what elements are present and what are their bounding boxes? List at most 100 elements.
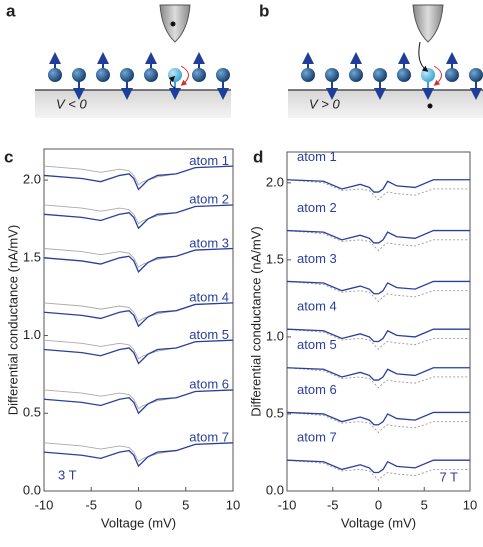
atom — [421, 68, 435, 82]
flip-arrow — [433, 65, 442, 86]
spectrum-fit — [43, 442, 234, 468]
x-axis-label: Voltage (mV) — [341, 515, 416, 530]
atom — [469, 68, 483, 82]
panel-label: b — [259, 1, 269, 20]
spectrum-fit — [286, 367, 470, 381]
x-tick-label: -5 — [85, 497, 97, 512]
spectrum-data — [43, 165, 234, 186]
atom — [168, 68, 182, 82]
spectrum-data — [43, 339, 234, 360]
spectrum-data — [286, 179, 470, 201]
tip — [412, 4, 444, 43]
spectrum-data — [43, 204, 234, 225]
spectrum-fit — [43, 302, 234, 328]
y-tick-label: 0.0 — [23, 482, 41, 497]
electron — [427, 103, 433, 109]
substrate — [35, 90, 231, 118]
spectrum-fit — [286, 328, 470, 343]
x-tick-label: -10 — [35, 497, 54, 512]
series-label: atom 3 — [189, 235, 229, 250]
electron — [170, 21, 176, 27]
series-label: atom 1 — [189, 153, 229, 168]
spectrum-data — [286, 230, 470, 252]
atom — [325, 68, 339, 82]
spectrum-fit — [286, 179, 470, 193]
spectrum-fit — [43, 389, 234, 415]
y-tick-label: 0.5 — [266, 405, 284, 420]
atom — [48, 68, 62, 82]
y-tick-label: 0.0 — [266, 482, 284, 497]
series-label: atom 2 — [189, 192, 229, 207]
atom — [445, 68, 459, 82]
atom — [216, 68, 230, 82]
bias-label: V < 0 — [56, 96, 87, 111]
series-label: atom 6 — [189, 377, 229, 392]
panel-label: d — [253, 147, 263, 166]
panel-label: a — [6, 1, 16, 20]
atom — [373, 68, 387, 82]
y-axis-label: Differential conductance (nA/mV) — [248, 226, 263, 417]
spectrum-fit — [43, 204, 234, 230]
series-label: atom 6 — [297, 382, 337, 397]
series-label: atom 4 — [297, 299, 337, 314]
spectrum-data — [286, 367, 470, 389]
series-label: atom 1 — [297, 149, 337, 164]
atom — [192, 68, 206, 82]
spectrum-data — [286, 280, 470, 303]
x-tick-label: 10 — [226, 497, 240, 512]
x-tick-label: 5 — [182, 497, 189, 512]
spectrum-fit — [286, 411, 470, 426]
series-label: atom 7 — [189, 430, 229, 445]
series-label: atom 3 — [297, 251, 337, 266]
spectrum-data — [43, 302, 234, 323]
spectrum-fit — [286, 229, 470, 244]
spectrum-fit — [43, 339, 234, 365]
field-label: 7 T — [439, 469, 458, 484]
spectrum-fit — [286, 280, 470, 295]
series-label: atom 5 — [189, 327, 229, 342]
x-tick-label: 5 — [421, 497, 428, 512]
atom — [96, 68, 110, 82]
series-label: atom 4 — [189, 290, 229, 305]
x-tick-label: 0 — [375, 497, 382, 512]
x-tick-label: 0 — [135, 497, 142, 512]
schematics: a V < 0 b V > 0 — [6, 1, 483, 118]
y-tick-label: 0.5 — [23, 405, 41, 420]
atom — [72, 68, 86, 82]
atom — [397, 68, 411, 82]
x-axis-label: Voltage (mV) — [101, 515, 176, 530]
bias-label: V > 0 — [309, 96, 340, 111]
spectrum-data — [286, 411, 470, 434]
spectrum-data — [286, 459, 470, 481]
y-axis-label: Differential conductance (nA/mV) — [5, 225, 20, 416]
x-tick-label: 10 — [463, 497, 477, 512]
x-tick-label: -10 — [278, 497, 297, 512]
y-tick-label: 2.0 — [266, 174, 284, 189]
atom — [144, 68, 158, 82]
spectrum-data — [43, 248, 234, 268]
series-label: atom 2 — [297, 200, 337, 215]
y-tick-label: 1.5 — [23, 249, 41, 264]
atom — [120, 68, 134, 82]
spectrum-data — [43, 389, 234, 410]
series-label: atom 5 — [297, 337, 337, 352]
y-tick-label: 1.5 — [266, 251, 284, 266]
spectrum-fit — [43, 247, 234, 273]
spectrum-data — [286, 328, 470, 350]
spectrum-fit — [286, 459, 470, 474]
y-tick-label: 2.0 — [23, 172, 41, 187]
x-tick-label: -5 — [327, 497, 339, 512]
spectrum-data — [43, 442, 234, 463]
field-label: 3 T — [58, 467, 77, 482]
atom — [301, 68, 315, 82]
tunnel-arrow — [418, 41, 429, 72]
spectrum-fit — [43, 165, 234, 191]
flip-arrow — [180, 65, 189, 86]
atom — [349, 68, 363, 82]
series-label: atom 7 — [297, 430, 337, 445]
tunnel-arrow — [168, 75, 176, 89]
y-tick-label: 1.0 — [266, 328, 284, 343]
panel-label: c — [4, 147, 13, 166]
y-tick-label: 1.0 — [23, 327, 41, 342]
